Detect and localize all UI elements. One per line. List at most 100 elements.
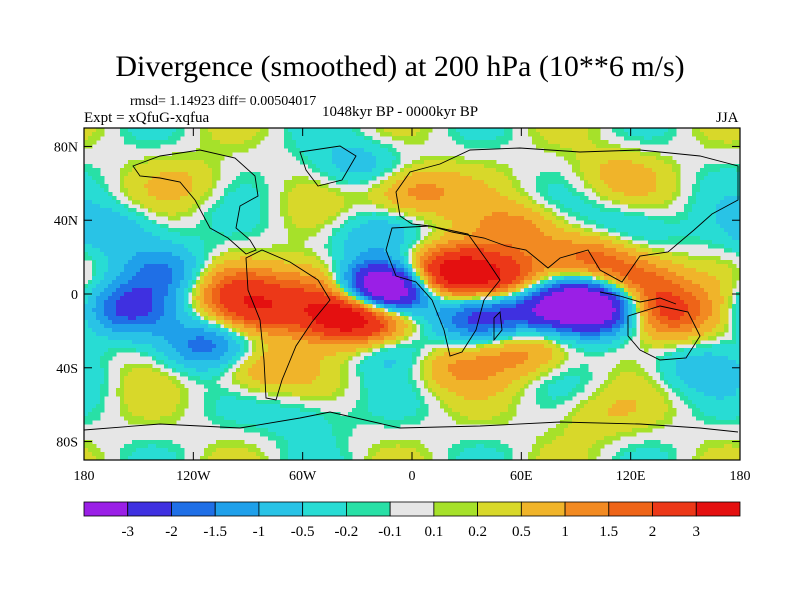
field-cell [600, 140, 605, 145]
field-cell [436, 204, 441, 209]
field-cell [460, 212, 465, 217]
field-cell [440, 264, 445, 269]
field-cell [492, 248, 497, 253]
field-cell [612, 272, 617, 277]
field-cell [556, 136, 561, 141]
field-cell [364, 220, 369, 225]
field-cell [160, 208, 165, 213]
field-cell [580, 252, 585, 257]
field-cell [668, 236, 673, 241]
field-cell [460, 132, 465, 137]
field-cell [164, 260, 169, 265]
field-cell [664, 132, 669, 137]
field-cell [156, 272, 161, 277]
field-cell [224, 224, 229, 229]
field-cell [484, 248, 489, 253]
field-cell [120, 276, 125, 281]
stats-label: rmsd= 1.14923 diff= 0.00504017 [130, 94, 317, 109]
field-cell [548, 128, 553, 133]
field-cell [408, 172, 413, 177]
field-cell [148, 272, 153, 277]
field-cell [436, 212, 441, 217]
field-cell [88, 252, 93, 257]
field-cell [540, 248, 545, 253]
field-cell [660, 196, 665, 201]
field-cell [680, 220, 685, 225]
field-cell [456, 256, 461, 261]
field-cell [92, 128, 97, 133]
field-cell [528, 228, 533, 233]
field-cell [344, 176, 349, 181]
field-cell [124, 180, 129, 185]
field-cell [544, 272, 549, 277]
field-cell [148, 156, 153, 161]
field-cell [212, 152, 217, 157]
field-cell [544, 180, 549, 185]
field-cell [112, 272, 117, 277]
field-cell [92, 260, 97, 265]
field-cell [724, 196, 729, 201]
field-cell [440, 156, 445, 161]
field-cell [596, 232, 601, 237]
field-cell [580, 244, 585, 249]
field-cell [296, 208, 301, 213]
field-cell [416, 236, 421, 241]
field-cell [488, 176, 493, 181]
field-cell [352, 252, 357, 257]
field-cell [576, 144, 581, 149]
field-cell [244, 188, 249, 193]
field-cell [656, 268, 661, 273]
field-cell [492, 136, 497, 141]
field-cell [736, 276, 741, 281]
field-cell [164, 196, 169, 201]
field-cell [392, 204, 397, 209]
field-cell [492, 128, 497, 133]
field-cell [456, 200, 461, 205]
field-cell [612, 156, 617, 161]
field-cell [432, 276, 437, 281]
field-cell [352, 248, 357, 253]
field-cell [672, 272, 677, 277]
field-cell [564, 220, 569, 225]
field-cell [584, 240, 589, 245]
field-cell [256, 232, 261, 237]
field-cell [560, 244, 565, 249]
field-cell [548, 236, 553, 241]
field-cell [248, 268, 253, 273]
field-cell [600, 156, 605, 161]
field-cell [580, 236, 585, 241]
field-cell [700, 208, 705, 213]
field-cell [728, 212, 733, 217]
field-cell [104, 232, 109, 237]
field-cell [472, 200, 477, 205]
field-cell [404, 248, 409, 253]
field-cell [212, 264, 217, 269]
field-cell [696, 208, 701, 213]
field-cell [284, 204, 289, 209]
field-cell [392, 244, 397, 249]
field-cell [636, 160, 641, 165]
field-cell [216, 172, 221, 177]
field-cell [664, 272, 669, 277]
field-cell [312, 200, 317, 205]
field-cell [412, 160, 417, 165]
field-cell [220, 228, 225, 233]
field-cell [700, 224, 705, 229]
field-cell [336, 176, 341, 181]
field-cell [520, 240, 525, 245]
field-cell [128, 168, 133, 173]
field-cell [192, 160, 197, 165]
field-cell [272, 248, 277, 253]
field-cell [380, 192, 385, 197]
field-cell [640, 260, 645, 265]
field-cell [496, 184, 501, 189]
field-cell [212, 172, 217, 177]
field-cell [380, 156, 385, 161]
field-cell [584, 220, 589, 225]
field-cell [92, 224, 97, 229]
field-cell [452, 232, 457, 237]
field-cell [368, 264, 373, 269]
field-cell [264, 264, 269, 269]
field-cell [600, 220, 605, 225]
field-cell [84, 248, 89, 253]
